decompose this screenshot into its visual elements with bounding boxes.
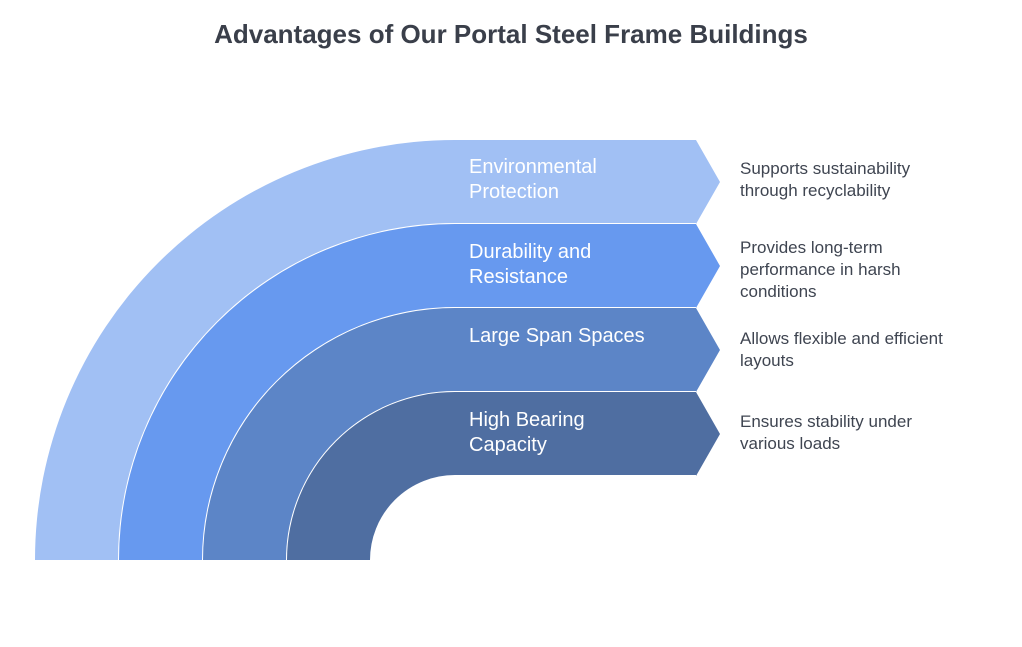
band-label-2: Large Span Spaces	[469, 324, 649, 349]
band-label-1: Durability and Resistance	[469, 240, 649, 290]
band-desc-3: Ensures stability under various loads	[740, 411, 965, 455]
band-desc-2: Allows flexible and efficient layouts	[740, 328, 965, 372]
band-label-3: High Bearing Capacity	[469, 408, 649, 458]
band-label-0: Environmental Protection	[469, 155, 649, 205]
band-desc-1: Provides long-term performance in harsh …	[740, 237, 965, 303]
inner-hole	[371, 476, 720, 560]
band-desc-0: Supports sustainability through recyclab…	[740, 158, 965, 202]
